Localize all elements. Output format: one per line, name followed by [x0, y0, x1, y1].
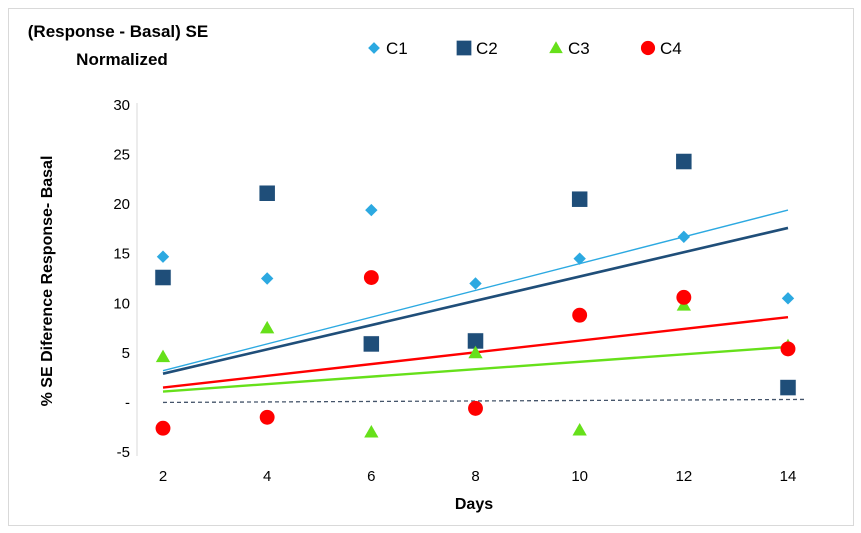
legend-marker-c1 — [368, 42, 380, 54]
x-tick-label-4: 4 — [263, 468, 271, 485]
point-c1-4 — [573, 252, 586, 265]
point-c2-6 — [779, 379, 797, 396]
y-tick-label-30: 30 — [113, 97, 130, 114]
x-tick-label-14: 14 — [780, 468, 797, 485]
chart-title-line-2: Normalized — [76, 50, 168, 69]
zero-baseline — [162, 398, 805, 404]
point-c4-1 — [259, 409, 275, 425]
x-axis-label: Days — [455, 496, 493, 513]
point-c1-0 — [156, 250, 170, 263]
x-tick-label-12: 12 — [675, 468, 692, 485]
legend-label-c4: C4 — [660, 39, 682, 58]
point-c3-3 — [468, 345, 483, 359]
x-tick-label-6: 6 — [367, 468, 375, 485]
legend-marker-c3 — [549, 41, 563, 54]
y-tick-label-5: 5 — [122, 345, 130, 362]
point-c1-5 — [677, 230, 691, 244]
point-c4-6 — [780, 341, 796, 357]
point-c2-2 — [362, 335, 380, 353]
point-c4-0 — [155, 420, 171, 436]
legend-label-c1: C1 — [386, 39, 408, 58]
y-tick-label-15: 15 — [113, 246, 130, 263]
chart-title: (Response - Basal) SE Normalized — [28, 22, 208, 69]
point-c3-2 — [364, 425, 379, 438]
point-c3-1 — [260, 320, 275, 334]
legend-label-c3: C3 — [568, 39, 590, 58]
y-tick-label-10: 10 — [113, 295, 130, 312]
data-points — [154, 153, 797, 438]
y-axis-label: % SE Diference Response- Basal — [39, 156, 56, 407]
x-tick-label-2: 2 — [159, 468, 167, 485]
point-c1-1 — [260, 272, 274, 285]
y-tick-label-20: 20 — [113, 196, 130, 213]
point-c4-2 — [363, 270, 379, 285]
chart-legend: C1 C2 C3 C4 — [368, 39, 682, 58]
y-axis-ticks: 30 25 20 15 10 5 - -5 — [113, 97, 130, 461]
point-c3-0 — [155, 349, 171, 363]
y-tick-label--5: -5 — [117, 444, 130, 461]
legend-label-c2: C2 — [476, 39, 498, 58]
x-axis-ticks: 2 4 6 8 10 12 14 — [159, 468, 797, 485]
point-c1-2 — [365, 203, 378, 217]
chart-title-line-1: (Response - Basal) SE — [28, 22, 208, 41]
point-c4-5 — [676, 289, 692, 305]
x-tick-label-8: 8 — [471, 468, 479, 485]
point-c2-4 — [571, 190, 589, 208]
point-c1-3 — [469, 277, 482, 290]
point-c2-5 — [675, 153, 693, 170]
y-tick-label-0: - — [125, 394, 130, 411]
chart-frame — [8, 8, 854, 526]
trendline-c3 — [162, 345, 789, 393]
trendline-c2 — [162, 226, 789, 375]
legend-marker-c2 — [456, 40, 472, 56]
point-c4-4 — [572, 307, 588, 323]
x-tick-label-10: 10 — [571, 468, 588, 485]
point-c1-6 — [781, 292, 795, 305]
point-c2-0 — [154, 269, 172, 286]
point-c2-1 — [258, 184, 276, 202]
point-c4-3 — [468, 400, 483, 416]
point-c3-4 — [572, 423, 587, 436]
y-tick-label-25: 25 — [113, 147, 130, 164]
legend-marker-c4 — [640, 40, 656, 56]
